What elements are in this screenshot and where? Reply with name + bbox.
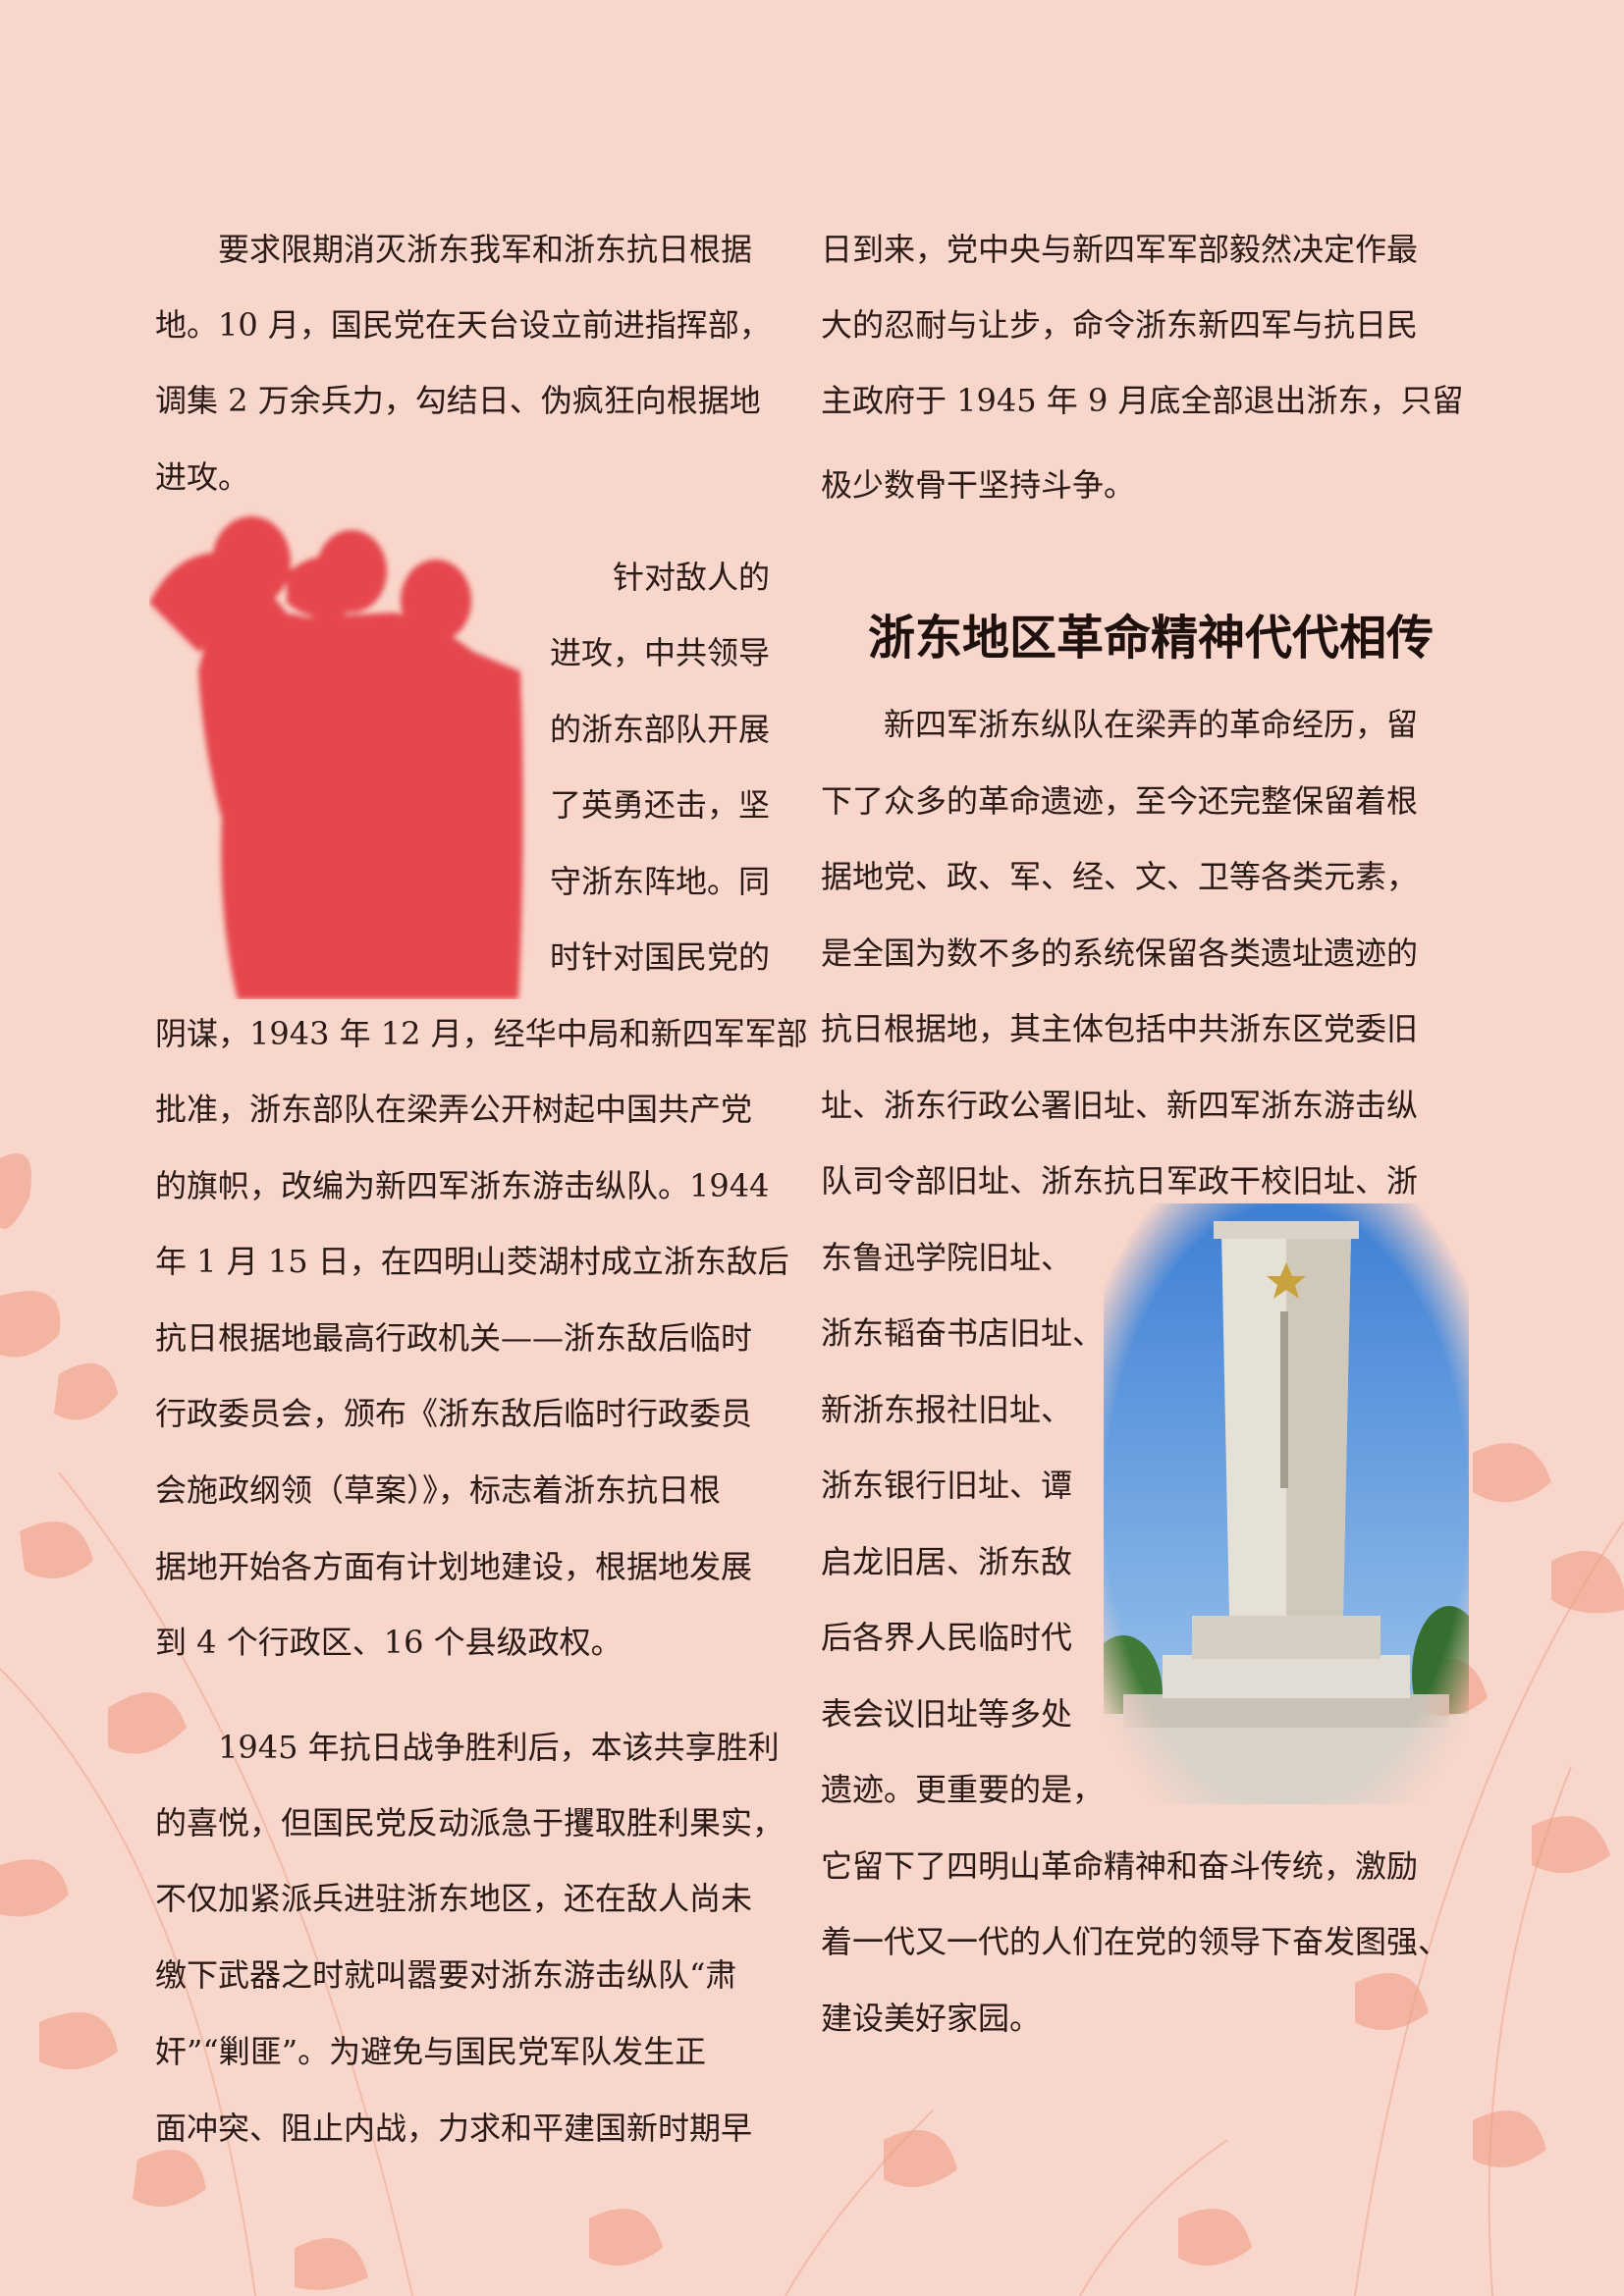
left-p2-line-3: 的旗帜，改编为新四军浙东游击纵队。1944	[155, 1167, 770, 1204]
right-p1-line-4: 极少数骨干坚持斗争。	[821, 466, 1136, 504]
left-p2-wrap-line-3: 的浙东部队开展	[550, 711, 771, 748]
left-p2-line-4: 年 1 月 15 日，在四明山茭湖村成立浙东敌后	[155, 1243, 789, 1280]
right-p2-end-line-2: 着一代又一代的人们在党的领导下奋发图强、	[821, 1923, 1450, 1960]
right-p2-end-line-3: 建设美好家园。	[821, 2000, 1042, 2037]
right-p2-line-6: 址、浙东行政公署旧址、新四军浙东游击纵	[821, 1087, 1419, 1124]
right-p2-line-3: 据地党、政、军、经、文、卫等各类元素，	[821, 858, 1419, 895]
left-p3-line-2: 的喜悦，但国民党反动派急于攫取胜利果实，	[155, 1804, 785, 1842]
left-p2-line-2: 批准，浙东部队在梁弄公开树起中国共产党	[155, 1091, 753, 1128]
left-p2-line-8: 据地开始各方面有计划地建设，根据地发展	[155, 1548, 753, 1585]
right-p2-line-7: 队司令部旧址、浙东抗日军政干校旧址、浙	[821, 1162, 1419, 1200]
right-p2-wrap-line-5: 启龙旧居、浙东敌	[821, 1543, 1073, 1580]
right-p2-line-5: 抗日根据地，其主体包括中共浙东区党委旧	[821, 1010, 1419, 1047]
right-p2-wrap-line-6: 后各界人民临时代	[821, 1619, 1073, 1656]
right-p2-wrap-line-2: 浙东韬奋书店旧址、	[821, 1314, 1105, 1352]
right-p1-line-3: 主政府于 1945 年 9 月底全部退出浙东，只留	[821, 382, 1464, 419]
right-p2-wrap-line-1: 东鲁迅学院旧址、	[821, 1239, 1073, 1276]
right-p2-wrap-line-3: 新浙东报社旧址、	[821, 1391, 1073, 1428]
left-p2-wrap-line-5: 守浙东阵地。同	[550, 863, 771, 900]
left-p2-line-9: 到 4 个行政区、16 个县级政权。	[155, 1624, 623, 1661]
left-p3-line-1: 1945 年抗日战争胜利后，本该共享胜利	[218, 1729, 780, 1766]
left-p1-line-4: 进攻。	[155, 458, 250, 496]
left-p3-line-3: 不仅加紧派兵进驻浙东地区，还在敌人尚未	[155, 1880, 753, 1917]
right-p1-line-1: 日到来，党中央与新四军军部毅然决定作最	[821, 231, 1419, 268]
left-p2-wrap-line-1: 针对敌人的	[613, 559, 771, 596]
left-p1-line-1: 要求限期消灭浙东我军和浙东抗日根据	[218, 231, 753, 268]
section-heading: 浙东地区革命精神代代相传	[868, 611, 1435, 666]
saluting-soldiers-silhouette-icon	[149, 516, 523, 999]
left-p3-line-4: 缴下武器之时就叫嚣要对浙东游击纵队“肃	[155, 1956, 737, 1994]
right-p1-line-2: 大的忍耐与让步，命令浙东新四军与抗日民	[821, 306, 1419, 344]
left-p3-line-6: 面冲突、阻止内战，力求和平建国新时期早	[155, 2109, 753, 2147]
left-p2-wrap-line-4: 了英勇还击，坚	[550, 786, 771, 824]
left-p2-wrap-line-2: 进攻，中共领导	[550, 634, 771, 671]
left-p1-line-3: 调集 2 万余兵力，勾结日、伪疯狂向根据地	[155, 382, 761, 419]
right-p2-line-1: 新四军浙东纵队在梁弄的革命经历，留	[884, 706, 1419, 743]
right-p2-wrap-line-7: 表会议旧址等多处	[821, 1695, 1073, 1733]
left-p2-line-6: 行政委员会，颁布《浙东敌后临时行政委员	[155, 1395, 753, 1432]
right-p2-line-4: 是全国为数不多的系统保留各类遗址遗迹的	[821, 934, 1419, 972]
right-p2-wrap-line-4: 浙东银行旧址、谭	[821, 1467, 1073, 1504]
right-p2-wrap-line-8: 遗迹。更重要的是，	[821, 1771, 1105, 1808]
left-p2-wrap-line-6: 时针对国民党的	[550, 938, 771, 976]
left-p1-line-2: 地。10 月，国民党在天台设立前进指挥部，	[155, 306, 771, 344]
left-p2-line-5: 抗日根据地最高行政机关——浙东敌后临时	[155, 1319, 753, 1357]
left-p3-line-5: 奸”“剿匪”。为避免与国民党军队发生正	[155, 2033, 707, 2070]
right-p2-end-line-1: 它留下了四明山革命精神和奋斗传统，激励	[821, 1847, 1419, 1885]
martyrs-monument-photo-icon	[1104, 1203, 1469, 1804]
left-p2-line-1: 阴谋，1943 年 12 月，经华中局和新四军军部	[155, 1015, 808, 1052]
right-p2-line-2: 下了众多的革命遗迹，至今还完整保留着根	[821, 782, 1419, 820]
left-p2-line-7: 会施政纲领（草案）》，标志着浙东抗日根	[155, 1471, 722, 1509]
